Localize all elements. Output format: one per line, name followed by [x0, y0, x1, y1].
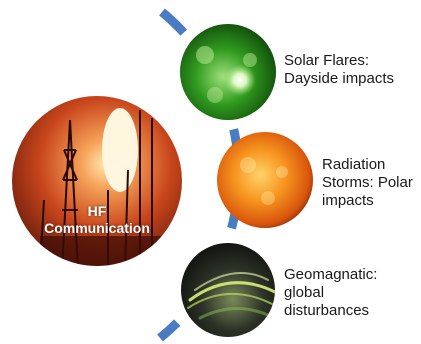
geomagnetic-line3: disturbances — [284, 302, 370, 319]
hf-label-line2: Communication — [44, 220, 150, 236]
radiation-storms-image — [217, 132, 313, 228]
solar-flares-line1: Solar Flares: — [284, 52, 370, 69]
solar-flares-image — [180, 24, 276, 120]
hf-communication-label: HF Communication — [22, 203, 172, 237]
solar-flares-label: Solar Flares: Dayside impacts — [284, 52, 394, 88]
radiation-storms-line3: impacts — [322, 192, 374, 209]
geomagnetic-line1: Geomagnatic: — [284, 266, 378, 283]
geomagnetic-line2: global — [284, 284, 325, 301]
solar-flares-line2: Dayside impacts — [284, 70, 395, 87]
hf-label-line1: HF — [87, 203, 107, 219]
geomagnetic-label: Geomagnatic: global disturbances — [284, 266, 377, 320]
hf-communication-image — [12, 96, 182, 266]
geomagnetic-image — [181, 243, 275, 337]
radiation-storms-label: Radiation Storms: Polar impacts — [322, 156, 413, 210]
radiation-storms-line1: Radiation — [322, 156, 386, 173]
radiation-storms-line2: Storms: Polar — [322, 174, 413, 191]
